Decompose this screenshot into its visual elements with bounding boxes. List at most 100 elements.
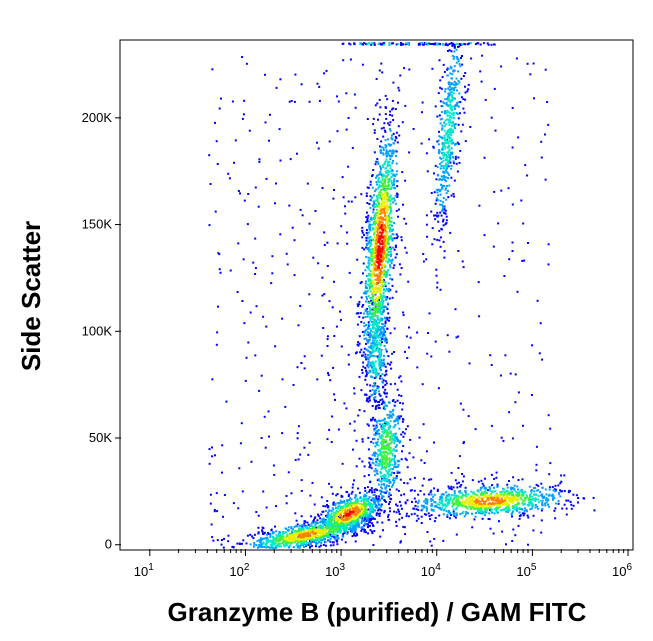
- data-point: [366, 211, 368, 214]
- data-point: [399, 541, 402, 544]
- data-point: [401, 121, 404, 124]
- data-point: [336, 95, 338, 98]
- data-point: [332, 511, 335, 514]
- data-point: [319, 525, 322, 528]
- data-point: [379, 493, 382, 495]
- data-point: [387, 169, 390, 172]
- data-point: [211, 378, 214, 381]
- data-point: [365, 356, 368, 359]
- data-point: [400, 239, 403, 242]
- data-point: [389, 430, 392, 433]
- data-point: [388, 217, 391, 220]
- data-point: [511, 494, 514, 497]
- data-point: [386, 241, 389, 244]
- data-point: [452, 114, 455, 117]
- data-point: [451, 156, 454, 159]
- data-point: [383, 429, 386, 432]
- data-point: [373, 433, 376, 436]
- data-point: [296, 539, 299, 542]
- data-point: [377, 449, 380, 451]
- data-point: [370, 216, 373, 219]
- data-point: [329, 530, 332, 533]
- data-point: [503, 491, 506, 494]
- data-point: [541, 486, 544, 489]
- data-point: [448, 139, 451, 142]
- data-point: [530, 491, 533, 494]
- data-point: [358, 457, 361, 460]
- data-point: [378, 432, 381, 435]
- data-point: [374, 205, 377, 208]
- data-point: [522, 514, 525, 517]
- data-point: [378, 322, 381, 325]
- data-point: [385, 170, 388, 173]
- data-point: [310, 515, 313, 518]
- data-point: [471, 479, 474, 482]
- data-point: [393, 435, 396, 438]
- data-point: [368, 268, 371, 271]
- data-point: [293, 274, 296, 277]
- data-point: [443, 212, 446, 215]
- data-point: [329, 517, 332, 520]
- data-point: [449, 132, 452, 135]
- data-point: [302, 529, 305, 532]
- data-point: [470, 57, 473, 60]
- data-point: [375, 332, 378, 335]
- data-point: [403, 482, 406, 484]
- data-point: [369, 183, 372, 186]
- data-point: [363, 331, 366, 334]
- data-point: [370, 251, 372, 254]
- data-point: [371, 336, 374, 338]
- data-point: [365, 295, 368, 298]
- data-point: [450, 50, 453, 53]
- data-point: [344, 530, 347, 533]
- data-point: [257, 514, 260, 517]
- data-point: [359, 514, 362, 517]
- data-point: [367, 42, 370, 45]
- data-point: [255, 511, 258, 513]
- data-point: [385, 466, 388, 469]
- data-point: [378, 186, 380, 189]
- data-point: [330, 523, 333, 526]
- data-point: [439, 122, 442, 125]
- data-point: [378, 393, 381, 396]
- data-point: [379, 361, 382, 364]
- data-point: [385, 421, 388, 424]
- data-point: [243, 322, 246, 325]
- data-point: [387, 431, 390, 434]
- data-point: [547, 498, 550, 501]
- data-point: [306, 542, 309, 544]
- data-point: [336, 493, 339, 495]
- data-point: [488, 512, 491, 515]
- data-point: [262, 315, 265, 318]
- data-point: [441, 124, 444, 127]
- data-point: [343, 532, 346, 534]
- data-point: [360, 499, 363, 502]
- data-point: [385, 151, 388, 153]
- data-point: [453, 127, 456, 130]
- data-point: [220, 543, 223, 546]
- data-point: [511, 250, 514, 252]
- data-point: [330, 519, 333, 522]
- data-point: [385, 445, 388, 448]
- data-point: [373, 501, 375, 503]
- data-point: [384, 233, 387, 236]
- data-point: [376, 455, 379, 458]
- data-point: [451, 97, 454, 100]
- data-point: [373, 215, 376, 218]
- data-point: [344, 507, 347, 509]
- data-point: [365, 255, 368, 258]
- data-point: [449, 153, 452, 156]
- data-point: [257, 531, 260, 534]
- data-point: [383, 188, 386, 191]
- data-point: [316, 538, 319, 541]
- data-point: [446, 105, 449, 108]
- data-point: [220, 539, 223, 541]
- data-point: [440, 157, 443, 160]
- data-point: [524, 497, 527, 500]
- data-point: [386, 463, 389, 466]
- data-point: [318, 540, 321, 543]
- data-point: [373, 190, 376, 193]
- data-point: [386, 249, 389, 252]
- data-point: [506, 493, 509, 496]
- data-point: [478, 508, 481, 511]
